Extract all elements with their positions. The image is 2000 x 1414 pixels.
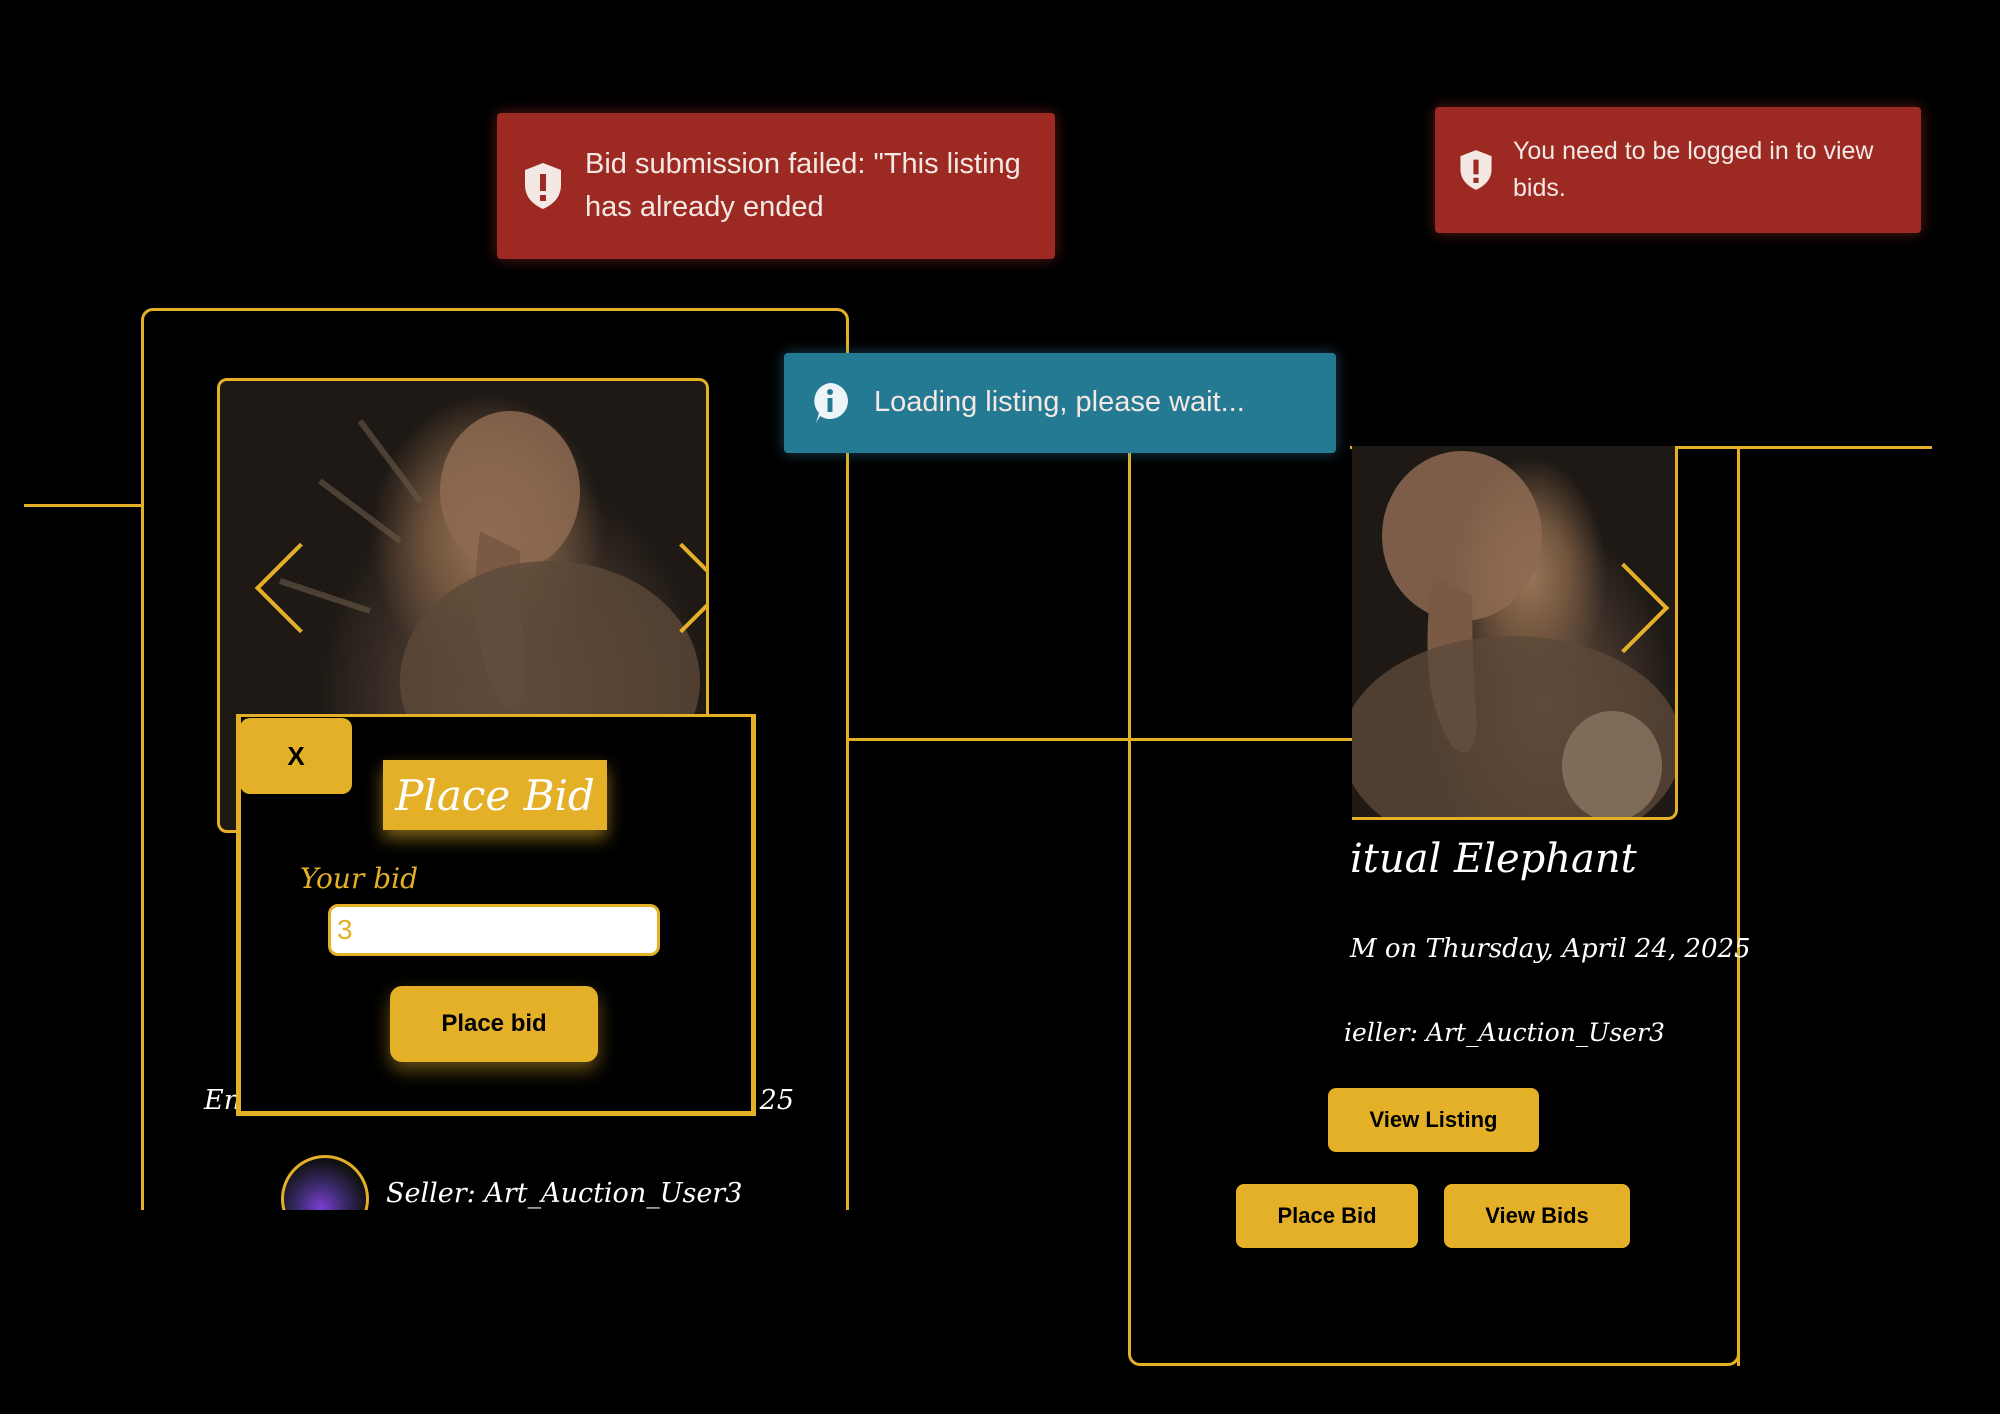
end-prefix: En [204, 1085, 242, 1116]
page-background-mask [0, 1210, 1070, 1414]
statue-silhouette [1352, 451, 1675, 817]
listing-title: itual Elephant [1350, 836, 1637, 882]
card-edge-line [1737, 446, 1740, 1366]
login-required-toast: You need to be logged in to view bids. [1435, 107, 1921, 233]
bid-field-label: Your bid [300, 862, 419, 895]
toast-message: Bid submission failed: "This listing has… [585, 147, 1021, 224]
place-bid-button[interactable]: Place Bid [1236, 1184, 1418, 1248]
info-icon [814, 383, 848, 423]
divider-line [708, 738, 1352, 741]
end-suffix: 25 [759, 1085, 794, 1116]
place-bid-submit-button[interactable]: Place bid [390, 986, 598, 1062]
loading-toast: Loading listing, please wait... [784, 353, 1336, 453]
shield-alert-icon [1460, 150, 1492, 190]
bid-failed-toast: Bid submission failed: "This listing has… [497, 113, 1055, 259]
seller-name: Seller: Art_Auction_User3 [386, 1178, 743, 1209]
shield-alert-icon [525, 163, 561, 209]
toast-message: You need to be logged in to view bids. [1513, 136, 1874, 203]
close-modal-button[interactable]: X [240, 718, 352, 794]
listing-image-right [1352, 446, 1678, 820]
seller-name: ieller: Art_Auction_User3 [1344, 1018, 1665, 1047]
modal-title: Place Bid [383, 760, 607, 830]
divider-line [24, 504, 142, 507]
listing-end-text: M on Thursday, April 24, 2025 [1350, 934, 1751, 964]
view-bids-button[interactable]: View Bids [1444, 1184, 1630, 1248]
toast-message: Loading listing, please wait... [874, 386, 1245, 419]
view-listing-button[interactable]: View Listing [1328, 1088, 1539, 1152]
listing-end-text: En 25 [204, 1085, 794, 1125]
bid-amount-input[interactable] [328, 904, 660, 956]
